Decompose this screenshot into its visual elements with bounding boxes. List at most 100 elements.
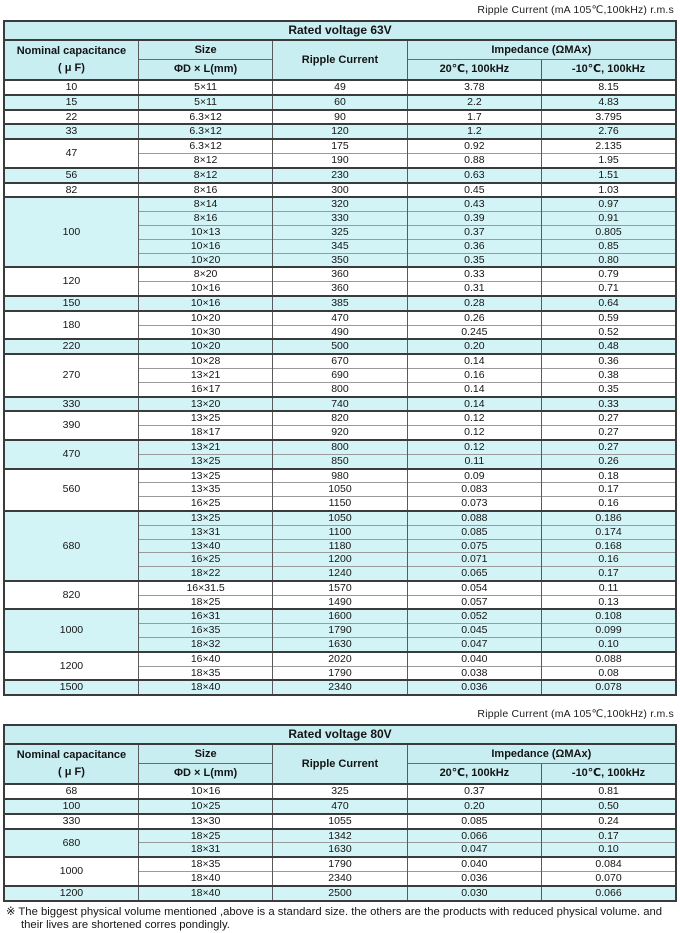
table-row: 8×16 330 0.39 0.91 bbox=[4, 211, 676, 226]
ripple-current-cell: 1150 bbox=[272, 496, 408, 511]
impedance-minus10c-cell: 2.135 bbox=[541, 138, 676, 154]
impedance-20c-cell: 0.066 bbox=[406, 827, 542, 843]
impedance-20c-cell: 0.088 bbox=[406, 509, 542, 526]
impedance-20c-cell: 0.057 bbox=[406, 594, 542, 610]
size-cell: 13×31 bbox=[137, 524, 273, 539]
ripple-current-cell: 230 bbox=[272, 166, 408, 183]
impedance-minus10c-cell: 0.27 bbox=[541, 425, 676, 440]
impedance-minus10c-cell: 0.17 bbox=[541, 827, 676, 843]
impedance-minus10c-cell: 0.50 bbox=[541, 798, 676, 814]
capacitance-cell: 220 bbox=[3, 338, 139, 355]
capacitance-header-line1: Nominal capacitance bbox=[16, 45, 127, 57]
table-row: 10 5×11 49 3.78 8.15 bbox=[3, 79, 676, 95]
table-row: 68 10×16 325 0.37 0.81 bbox=[3, 783, 676, 800]
capacitance-cell: 68 bbox=[3, 783, 139, 800]
impedance-20c-cell: 0.047 bbox=[406, 637, 542, 652]
ripple-current-cell: 1050 bbox=[272, 482, 408, 497]
ripple-current-cell: 1200 bbox=[272, 552, 408, 567]
impedance-minus10c-cell: 0.088 bbox=[541, 650, 676, 667]
size-cell: 13×40 bbox=[137, 538, 273, 553]
impedance-20c-cell: 0.45 bbox=[406, 181, 542, 198]
table-row: 10×30 490 0.245 0.52 bbox=[4, 324, 676, 340]
ripple-current-cell: 470 bbox=[272, 798, 408, 814]
header-row-1: Nominal capacitance ( μ F) Size Ripple Curr… bbox=[3, 40, 676, 81]
capacitance-cell: 82 bbox=[3, 181, 139, 198]
col-header-impedance-20c: 20℃, 100kHz bbox=[406, 763, 542, 786]
impedance-20c-cell: 0.20 bbox=[406, 798, 542, 814]
impedance-minus10c-cell: 0.17 bbox=[541, 566, 676, 581]
impedance-20c-cell: 0.28 bbox=[406, 294, 542, 311]
impedance-20c-cell: 0.075 bbox=[406, 538, 542, 553]
size-cell: 13×25 bbox=[137, 509, 273, 526]
table-row: 120 8×20 360 0.33 0.79 bbox=[3, 266, 676, 296]
impedance-minus10c-cell: 0.17 bbox=[541, 482, 676, 497]
ripple-current-cell: 2500 bbox=[272, 884, 408, 901]
table-row: 18×17 920 0.12 0.27 bbox=[4, 425, 676, 440]
capacitance-header-line1: Nominal capacitance bbox=[16, 749, 127, 762]
impedance-minus10c-cell: 0.805 bbox=[541, 224, 676, 240]
impedance-minus10c-cell: 0.16 bbox=[541, 496, 676, 511]
ripple-current-cell: 90 bbox=[272, 108, 408, 125]
impedance-20c-cell: 0.052 bbox=[406, 608, 542, 624]
size-cell: 10×16 bbox=[137, 238, 273, 254]
ripple-current-cell: 470 bbox=[272, 309, 408, 326]
ripple-table-80v: Rated voltage 80V Nominal capacitance ( μ … bbox=[3, 724, 677, 902]
ripple-current-cell: 1100 bbox=[272, 524, 408, 539]
table-row: 180 10×20 470 0.26 0.59 bbox=[3, 309, 676, 340]
size-cell: 8×12 bbox=[137, 166, 273, 183]
table-row: 13×25 850 0.11 0.26 bbox=[4, 453, 676, 469]
size-cell: 18×35 bbox=[137, 856, 273, 872]
capacitance-cell: 1200 bbox=[3, 650, 139, 681]
impedance-20c-cell: 0.63 bbox=[406, 166, 542, 183]
table-row: 15 5×11 60 2.2 4.83 bbox=[3, 93, 676, 110]
size-cell: 18×31 bbox=[137, 842, 273, 858]
ripple-current-cell: 800 bbox=[272, 381, 408, 397]
table-row: 13×40 1180 0.075 0.168 bbox=[4, 538, 676, 553]
table-row: 1000 18×35 1790 0.040 0.084 bbox=[3, 856, 676, 886]
size-cell: 16×40 bbox=[137, 650, 273, 667]
table-row: 82 8×16 300 0.45 1.03 bbox=[3, 181, 676, 198]
col-header-ripple-current: Ripple Current bbox=[272, 744, 408, 786]
size-cell: 10×30 bbox=[137, 324, 273, 340]
col-header-size-dimensions: ΦD × L(mm) bbox=[137, 763, 273, 786]
impedance-20c-cell: 0.085 bbox=[406, 524, 542, 539]
impedance-20c-cell: 0.085 bbox=[406, 812, 542, 829]
impedance-minus10c-cell: 0.36 bbox=[541, 353, 676, 369]
capacitance-cell: 1500 bbox=[3, 679, 139, 696]
table-row: 16×25 1150 0.073 0.16 bbox=[4, 496, 676, 511]
ripple-current-cell: 385 bbox=[272, 294, 408, 311]
ripple-current-cell: 2340 bbox=[272, 679, 408, 696]
impedance-20c-cell: 0.33 bbox=[406, 266, 542, 282]
ripple-current-cell: 1342 bbox=[272, 827, 408, 843]
impedance-20c-cell: 0.14 bbox=[406, 353, 542, 369]
size-cell: 18×22 bbox=[137, 566, 273, 581]
table-63v-caption: Ripple Current (mA 105℃,100kHz) r.m.s bbox=[477, 4, 674, 16]
impedance-20c-cell: 0.11 bbox=[406, 453, 542, 469]
impedance-minus10c-cell: 0.48 bbox=[541, 338, 676, 355]
size-cell: 8×16 bbox=[137, 211, 273, 226]
ripple-current-cell: 670 bbox=[272, 353, 408, 369]
impedance-minus10c-cell: 0.168 bbox=[541, 538, 676, 553]
size-cell: 13×25 bbox=[137, 410, 273, 426]
impedance-minus10c-cell: 1.03 bbox=[541, 181, 676, 198]
table-row: 18×25 1490 0.057 0.13 bbox=[4, 594, 676, 610]
size-cell: 8×16 bbox=[137, 181, 273, 198]
size-cell: 16×25 bbox=[137, 552, 273, 567]
ripple-current-cell: 1600 bbox=[272, 608, 408, 624]
size-cell: 16×31 bbox=[137, 608, 273, 624]
size-cell: 6.3×12 bbox=[137, 138, 273, 154]
impedance-minus10c-cell: 0.108 bbox=[541, 608, 676, 624]
size-cell: 18×40 bbox=[137, 884, 273, 901]
col-header-capacitance: Nominal capacitance ( μ F) bbox=[3, 40, 139, 80]
table-row: 18×32 1630 0.047 0.10 bbox=[4, 637, 676, 652]
ripple-current-cell: 350 bbox=[272, 252, 408, 268]
impedance-minus10c-cell: 0.174 bbox=[541, 524, 676, 539]
ripple-current-cell: 920 bbox=[272, 425, 408, 440]
impedance-minus10c-cell: 0.85 bbox=[541, 238, 676, 254]
impedance-20c-cell: 0.09 bbox=[406, 467, 542, 483]
capacitance-cell: 56 bbox=[3, 166, 139, 183]
capacitance-cell: 390 bbox=[3, 410, 139, 440]
impedance-20c-cell: 0.39 bbox=[406, 211, 542, 226]
table-row: 13×35 1050 0.083 0.17 bbox=[4, 482, 676, 497]
impedance-20c-cell: 0.37 bbox=[406, 783, 542, 800]
